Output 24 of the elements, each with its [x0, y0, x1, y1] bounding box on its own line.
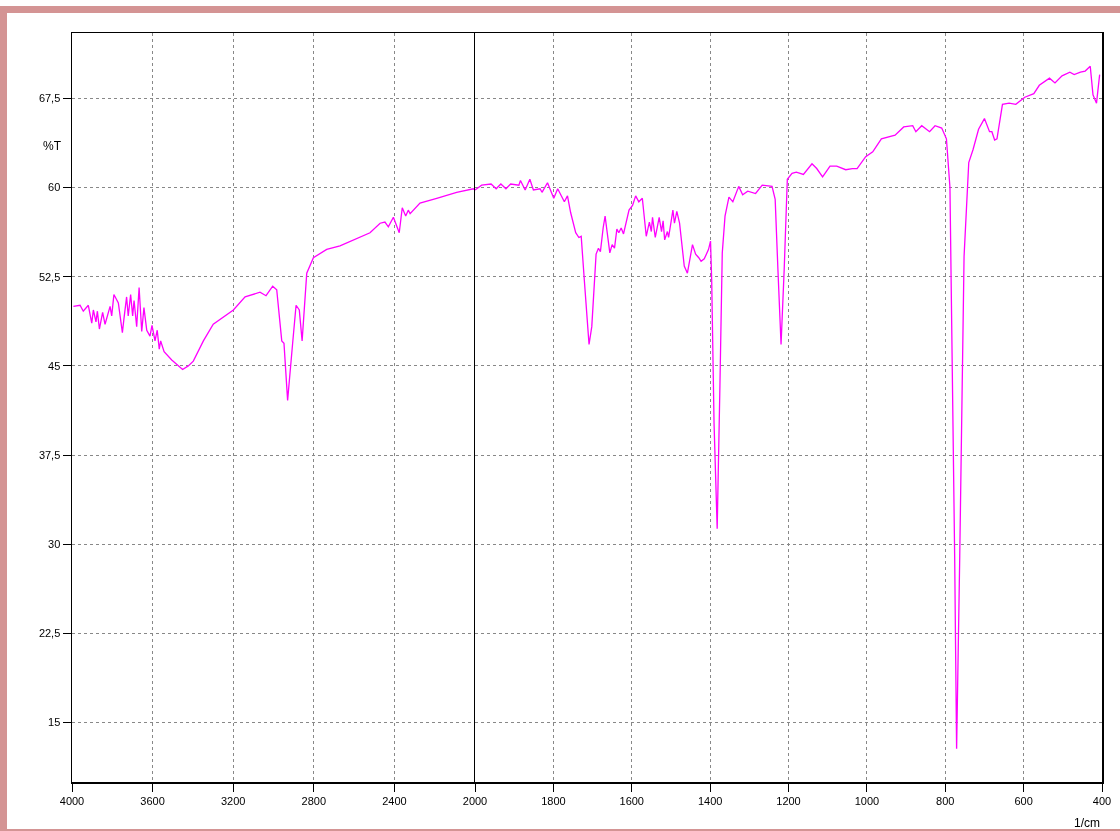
x-tick-label: 1200	[776, 794, 801, 807]
y-tick-label: 60	[48, 181, 61, 194]
x-tick-label: 1600	[619, 794, 644, 807]
x-tick-label: 600	[1014, 794, 1033, 807]
x-tick-label: 3200	[220, 794, 246, 807]
y-tick-label: 30	[48, 538, 61, 551]
x-tick-label: 1400	[697, 794, 723, 807]
y-tick-label: 52,5	[38, 270, 61, 283]
x-tick-label: 800	[936, 794, 955, 807]
x-tick-label: 3600	[140, 794, 165, 807]
y-tick-label: 15	[48, 716, 61, 729]
x-tick-label: 1800	[541, 794, 566, 807]
y-axis-title: %T	[43, 139, 62, 153]
y-tick-label: 45	[48, 359, 61, 372]
x-tick-label: 1000	[854, 794, 880, 807]
y-tick-label: 22,5	[38, 627, 61, 640]
x-tick-label: 4000	[59, 794, 85, 807]
x-tick-label: 2800	[301, 794, 327, 807]
x-tick-label: 2400	[382, 794, 407, 807]
x-tick-label: 400	[1092, 794, 1112, 807]
y-tick-label: 67,5	[38, 92, 61, 105]
x-tick-label: 2000	[462, 794, 488, 807]
y-tick-label: 37,5	[38, 448, 61, 461]
x-axis-title: 1/cm	[1074, 816, 1101, 830]
